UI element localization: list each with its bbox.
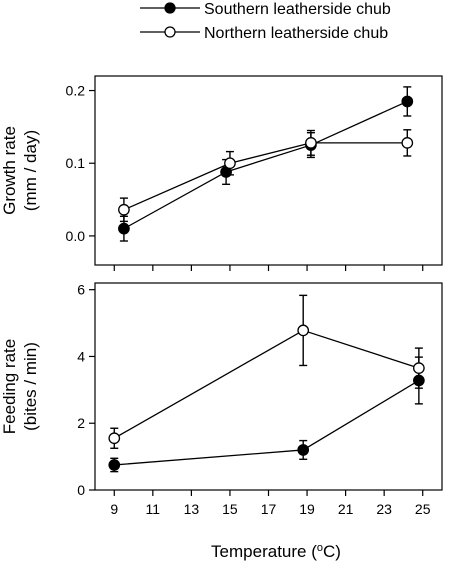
x-tick-label: 9 <box>110 501 118 517</box>
legend-northern-label: Northern leatherside chub <box>204 25 388 42</box>
x-tick-label: 15 <box>222 501 238 517</box>
feeding-plot-frame <box>94 282 443 491</box>
x-axis-title-degree: o <box>317 542 323 554</box>
legend-northern-marker <box>164 26 176 38</box>
feeding-northern-series-line <box>113 329 420 439</box>
x-axis-title-main: Temperature ( <box>211 542 317 561</box>
x-tick-label: 25 <box>415 501 431 517</box>
x-tick-label: 11 <box>146 501 161 517</box>
feeding-northern-point <box>297 324 310 337</box>
growth-southern-point <box>118 222 130 235</box>
growth-y-tick-label: 0.0 <box>66 228 86 244</box>
x-axis-title: Temperature (oC) <box>211 542 341 561</box>
feeding-northern-point <box>108 432 121 445</box>
x-tick-label: 21 <box>338 501 354 517</box>
feeding-southern-series-line <box>114 379 420 466</box>
feeding-northern-point <box>413 362 425 374</box>
feeding-rate-panel: 0 2 4 6 9 11 13 15 17 19 21 23 25 Feeding rate (bites … <box>0 282 443 517</box>
growth-northern-point <box>224 157 236 170</box>
feeding-southern-point <box>413 374 425 387</box>
x-tick-label: 17 <box>261 501 277 517</box>
growth-northern-point <box>305 137 317 149</box>
legend-southern-marker <box>164 2 176 14</box>
feeding-y-tick-label: 4 <box>77 348 85 364</box>
growth-southern-series-line <box>123 100 408 230</box>
x-tick-label: 13 <box>184 501 200 517</box>
growth-rate-panel: 0.0 0.1 0.2 Growth rate (mm / day) <box>0 75 443 271</box>
x-tick-label: 23 <box>376 501 392 517</box>
growth-southern-point <box>401 95 414 108</box>
legend-southern-label: Southern leatherside chub <box>204 1 391 18</box>
growth-plot-frame <box>94 75 443 266</box>
feeding-y-tick-label: 6 <box>77 282 85 298</box>
feeding-southern-point <box>297 444 310 456</box>
growth-northern-point <box>401 137 414 149</box>
growth-y-axis-title-line2: (mm / day) <box>21 130 40 211</box>
growth-northern-series-line <box>123 142 408 211</box>
growth-y-tick-label: 0.1 <box>66 155 86 171</box>
feeding-y-axis-title-line2: (bites / min) <box>21 342 40 431</box>
feeding-y-tick-label: 0 <box>77 482 85 498</box>
growth-y-tick-label: 0.2 <box>66 83 86 99</box>
legend: Southern leatherside chub Northern leath… <box>140 1 391 42</box>
feeding-y-axis-title-line1: Feeding rate <box>0 339 19 434</box>
x-axis-title-unit: C) <box>323 542 341 561</box>
growth-northern-point <box>118 203 130 216</box>
feeding-southern-point <box>108 459 121 471</box>
feeding-y-tick-label: 2 <box>77 415 85 431</box>
growth-y-axis-title-line1: Growth rate <box>0 126 19 215</box>
x-tick-label: 19 <box>299 501 315 517</box>
